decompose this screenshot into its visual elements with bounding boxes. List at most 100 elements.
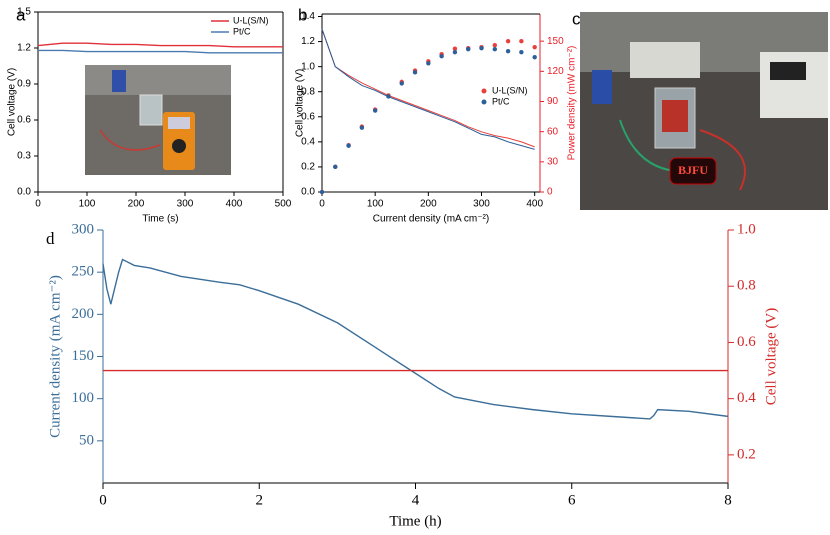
- y-tick-label: 1.5: [17, 7, 31, 18]
- y2-tick-label: 0.4: [737, 390, 756, 406]
- legend-marker: [481, 88, 487, 94]
- y2-axis-label: Power density (mW cm⁻²): [567, 46, 578, 161]
- x-tick-label: 500: [275, 199, 292, 210]
- photo: BJFU: [580, 12, 828, 210]
- y2-tick-label: 0: [547, 187, 553, 198]
- power-point: [372, 108, 378, 113]
- power-point: [505, 49, 511, 54]
- x-tick-label: 200: [128, 199, 145, 210]
- y-tick-label: 0.4: [301, 136, 315, 147]
- power-point: [452, 50, 458, 55]
- power-point: [492, 46, 498, 52]
- x-axis-label: Time (h): [389, 513, 441, 529]
- y2-tick-label: 1.0: [737, 221, 756, 237]
- panel-label: b: [298, 5, 307, 24]
- power-point: [479, 45, 484, 51]
- y-tick-label: 1.2: [17, 43, 31, 54]
- y2-tick-label: 60: [547, 126, 559, 137]
- sign-text: BJFU: [678, 163, 708, 177]
- y-axis-label: Cell voltage (V): [7, 68, 18, 136]
- inset-photo: [85, 65, 231, 175]
- power-point: [452, 46, 458, 51]
- x-tick-label: 0: [35, 199, 41, 210]
- y-tick-label: 150: [72, 348, 95, 364]
- y2-tick-label: 30: [547, 156, 559, 167]
- series-line: [321, 28, 535, 150]
- y-tick-label: 200: [72, 306, 95, 322]
- legend-label: U-L(S/N): [492, 85, 528, 95]
- series-line: [37, 42, 283, 48]
- x-tick-label: 4: [412, 492, 420, 508]
- power-point: [466, 46, 471, 52]
- y-tick-label: 1.2: [301, 36, 315, 47]
- x-tick-label: 0: [319, 199, 325, 210]
- x-tick-label: 0: [99, 492, 107, 508]
- series-line: [321, 28, 535, 148]
- power-point: [505, 38, 511, 44]
- x-tick-label: 300: [177, 199, 194, 210]
- y2-axis-label: Cell voltage (V): [763, 308, 779, 405]
- x-tick-label: 400: [226, 199, 243, 210]
- x-tick-label: 200: [420, 199, 437, 210]
- y-tick-label: 0.0: [17, 187, 31, 198]
- power-point: [333, 164, 338, 170]
- x-tick-label: 400: [526, 199, 543, 210]
- y2-tick-label: 120: [547, 66, 564, 77]
- series-line: [102, 258, 729, 420]
- y-tick-label: 50: [79, 432, 94, 448]
- panel-label: c: [572, 9, 581, 28]
- power-point: [532, 55, 537, 60]
- y-tick-label: 0.6: [301, 111, 315, 122]
- y-tick-label: 1.0: [301, 61, 315, 72]
- y2-tick-label: 0.2: [737, 446, 756, 462]
- y2-tick-label: 0.8: [737, 278, 756, 294]
- x-axis-label: Time (s): [142, 214, 178, 225]
- power-point: [359, 125, 365, 130]
- x-tick-label: 100: [79, 199, 96, 210]
- y-tick-label: 100: [72, 390, 95, 406]
- y-tick-label: 1.4: [301, 11, 315, 22]
- power-point: [519, 38, 524, 44]
- x-tick-label: 6: [568, 492, 576, 508]
- power-point: [426, 61, 431, 66]
- y-tick-label: 0.0: [301, 187, 315, 198]
- y-tick-label: 250: [72, 264, 95, 280]
- legend-marker: [481, 99, 487, 105]
- x-tick-label: 100: [367, 199, 384, 210]
- power-point: [399, 81, 404, 86]
- power-point: [412, 70, 418, 75]
- series-line: [38, 49, 283, 54]
- power-point: [519, 50, 524, 55]
- y-axis-label: Cell voltage (V): [295, 69, 306, 137]
- y2-tick-label: 90: [547, 96, 559, 107]
- chart-panel: d 0 2 4 6 8 50 100 150 200 250 300 0.2 0.4 0.6 0.8 1.0 Ti…: [46, 221, 779, 529]
- power-point: [386, 94, 391, 99]
- y-tick-label: 0.6: [17, 115, 31, 126]
- y-tick-label: 0.2: [301, 162, 315, 173]
- power-point: [346, 143, 351, 148]
- panel-label: a: [16, 5, 26, 24]
- y-tick-label: 0.3: [17, 151, 31, 162]
- x-tick-label: 8: [724, 492, 732, 508]
- legend-label: U-L(S/N): [233, 15, 269, 25]
- y-axis-label: Current density (mA cm⁻²): [47, 275, 63, 438]
- x-tick-label: 2: [256, 492, 264, 508]
- power-point: [492, 42, 498, 48]
- y2-tick-label: 0.6: [737, 334, 756, 350]
- y-tick-label: 0.8: [301, 86, 315, 97]
- legend-label: Pt/C: [492, 96, 510, 106]
- power-point: [319, 189, 325, 195]
- legend-label: Pt/C: [233, 26, 251, 36]
- chart-panel: a 0 100 200 300 400 500 0.0 0.3 0.6 0.9 1.2 1.5 Time …: [7, 5, 292, 224]
- x-axis-label: Current density (mA cm⁻²): [373, 214, 489, 225]
- chart-panel: b 0 100 200 300 400 0.0 0.2 0.4 0.6 0.8 1.0 1.2 1.4 0 3…: [295, 5, 578, 224]
- panel-label: d: [46, 229, 55, 248]
- power-point: [532, 44, 537, 50]
- power-point: [439, 54, 444, 59]
- y-tick-label: 0.9: [17, 79, 31, 90]
- y-tick-label: 300: [72, 221, 95, 237]
- y2-tick-label: 150: [547, 36, 564, 47]
- x-tick-label: 300: [473, 199, 490, 210]
